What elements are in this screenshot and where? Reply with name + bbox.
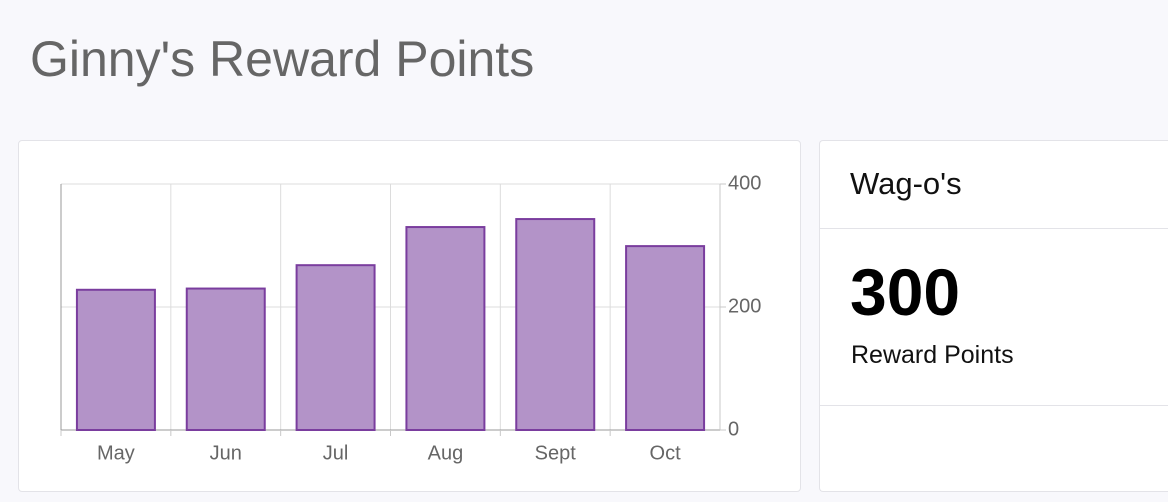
points-value: 300 xyxy=(850,255,961,329)
x-tick-label: Sept xyxy=(535,442,577,464)
bar xyxy=(405,226,486,431)
divider xyxy=(820,228,1168,229)
x-tick-label: Jul xyxy=(323,442,349,464)
x-tick-label: Aug xyxy=(428,442,464,464)
x-tick-label: Jun xyxy=(210,442,242,464)
y-tick-label: 400 xyxy=(728,172,761,194)
x-tick-label: May xyxy=(97,442,135,464)
card-title: Wag-o's xyxy=(850,166,962,201)
y-tick-label: 0 xyxy=(728,418,739,440)
bar xyxy=(295,264,376,431)
y-tick-label: 200 xyxy=(728,295,761,317)
bar xyxy=(625,245,706,431)
bar xyxy=(515,218,596,431)
bar xyxy=(75,288,156,431)
x-tick-label: Oct xyxy=(650,442,682,464)
divider xyxy=(820,405,1168,406)
page-title: Ginny's Reward Points xyxy=(30,31,535,87)
bar xyxy=(185,287,266,431)
points-label: Reward Points xyxy=(851,341,1014,369)
info-card: Wag-o's 300 Reward Points xyxy=(819,140,1168,492)
